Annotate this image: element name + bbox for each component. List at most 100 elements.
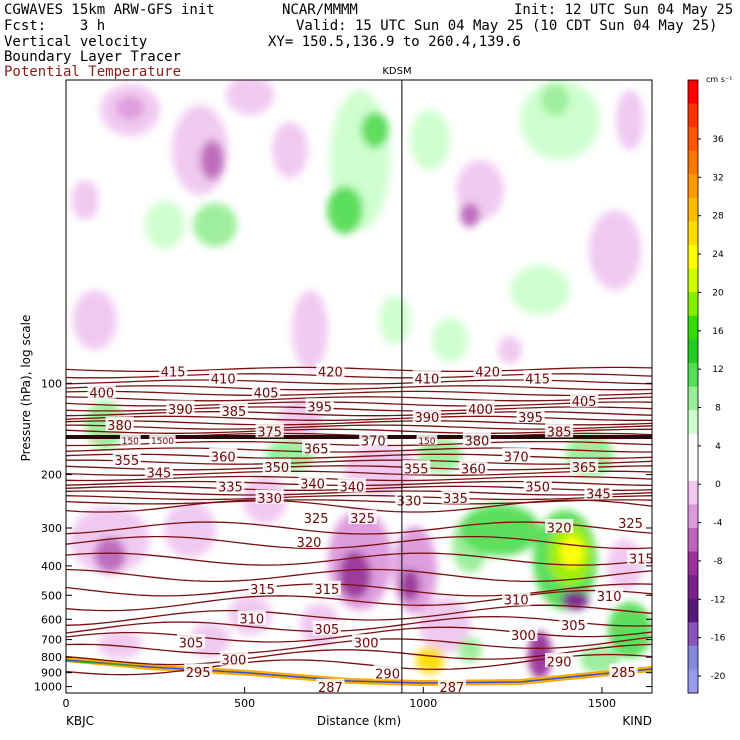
colorbar-tick-label-7: 8 (715, 404, 721, 414)
theta-label-11: 395 (307, 401, 332, 416)
colorbar-tick-label-12: -12 (711, 595, 726, 605)
theta-label-26: 360 (461, 462, 486, 477)
theta-label-bg-49 (559, 616, 588, 631)
variable-boundary-layer-tracer: Boundary Layer Tracer (4, 49, 182, 65)
colorbar-tick-label-3: 24 (712, 250, 724, 260)
theta-label-61: 1500 (151, 437, 174, 447)
theta-label-37: 325 (304, 512, 329, 527)
valid-time: Valid: 15 UTC Sun 04 May 25 (10 CDT Sun … (296, 18, 718, 34)
colorbar-swatch-17 (688, 480, 698, 505)
theta-label-20: 365 (304, 443, 329, 458)
theta-label-17: 385 (547, 426, 572, 441)
theta-label-bg-38 (348, 509, 377, 525)
theta-label-35: 330 (397, 495, 422, 510)
colorbar-tick-label-0: 36 (712, 135, 724, 145)
theta-line-33 (66, 604, 652, 626)
theta-label-bg-18 (462, 431, 492, 447)
colorbar-swatch-16 (688, 457, 698, 482)
theta-line-25 (66, 499, 652, 505)
theta-label-bg-52 (176, 634, 206, 649)
theta-line-34 (66, 615, 652, 634)
theta-line-6 (66, 401, 652, 407)
theta-label-1: 420 (318, 366, 343, 381)
theta-label-bg-61 (149, 434, 176, 445)
theta-label-40: 325 (618, 517, 643, 532)
colorbar-swatch-22 (688, 598, 698, 623)
theta-label-bg-9 (166, 400, 195, 415)
model-title: CGWAVES 15km ARW-GFS init (4, 2, 215, 18)
theta-label-bg-28 (144, 464, 173, 479)
colorbar-tick-label-4: 20 (712, 288, 724, 298)
theta-label-bg-6 (87, 384, 116, 399)
color-bar: 36 32 28 24 20 16 12 8 4 0 -4 -8 -12 -16 -20 (687, 79, 726, 694)
theta-label-33: 345 (586, 487, 611, 502)
y-axis-title: Pressure (hPa), log scale (19, 315, 33, 462)
theta-label-52: 305 (179, 637, 204, 652)
theta-label-2: 420 (475, 366, 500, 381)
theta-line-7 (66, 406, 652, 412)
organization: NCAR/MMMM (282, 2, 358, 18)
theta-line-4 (66, 390, 652, 397)
x-tick-label-0: 0 (63, 697, 70, 710)
theta-label-bg-55 (184, 663, 213, 678)
colorbar-tick-label-8: 4 (715, 442, 721, 452)
colorbar-tick-label-9: 0 (715, 480, 721, 490)
colorbar-swatch-7 (688, 245, 698, 270)
colorbar-tick-label-2: 28 (712, 212, 724, 222)
theta-line-5 (66, 396, 652, 402)
colorbar-swatch-14 (688, 410, 698, 435)
theta-line-0 (66, 366, 652, 373)
theta-label-41: 320 (297, 536, 322, 551)
theta-label-bg-16 (255, 423, 284, 438)
theta-line-17 (66, 459, 652, 465)
variable-vertical-velocity: Vertical velocity (4, 34, 148, 50)
colorbar-tick-label-14: -20 (711, 672, 726, 682)
theta-label-23: 360 (211, 450, 236, 465)
theta-label-bg-22 (112, 451, 141, 466)
init-time: Init: 12 UTC Sun 04 May 25 (514, 2, 734, 18)
plot-frame (65, 79, 653, 694)
theta-label-60: 150 (122, 437, 139, 447)
theta-label-56: 290 (375, 667, 400, 682)
colorbar-tick-label-13: -16 (711, 634, 726, 644)
theta-label-bg-44 (312, 580, 341, 596)
colorbar-swatch-10 (688, 315, 698, 340)
theta-label-bg-58 (316, 678, 345, 694)
y-tick-label-4: 500 (41, 589, 62, 602)
colorbar-tick-label-10: -4 (714, 519, 723, 529)
theta-label-bg-48 (312, 620, 341, 636)
y-tick-label-8: 900 (41, 667, 62, 680)
theta-label-12: 390 (414, 411, 439, 426)
theta-label-7: 405 (254, 387, 279, 402)
colorbar-swatch-4 (688, 174, 698, 199)
colorbar-swatch-9 (688, 292, 698, 317)
theta-label-51: 300 (354, 637, 379, 652)
theta-label-18: 380 (465, 434, 490, 449)
theta-label-24: 350 (264, 461, 289, 476)
colorbar-tick-label-11: -8 (714, 557, 723, 567)
theta-label-bg-60 (119, 434, 141, 445)
theta-label-48: 305 (314, 623, 339, 638)
theta-label-bg-23 (209, 447, 238, 463)
theta-label-bg-53 (219, 651, 249, 666)
theta-label-13: 400 (468, 403, 493, 418)
theta-label-53: 300 (222, 654, 247, 669)
theta-label-54: 290 (547, 655, 572, 670)
right-station-label: KIND (622, 714, 652, 728)
theta-label-bg-20 (302, 440, 331, 455)
x-tick-label-1: 500 (234, 697, 255, 710)
theta-label-50: 300 (511, 629, 536, 644)
theta-label-36: 335 (443, 492, 468, 507)
theta-line-2 (66, 379, 652, 385)
theta-label-bg-40 (616, 514, 645, 529)
cross-section-endpoints: XY= 150.5,136.9 to 260.4,139.6 (268, 34, 521, 50)
colorbar-frame (687, 79, 699, 694)
theta-label-9: 390 (168, 403, 193, 418)
y-tick-label-0: 100 (41, 377, 62, 390)
theta-label-bg-14 (516, 408, 545, 424)
theta-line-9 (66, 415, 652, 421)
theta-label-bg-56 (373, 665, 402, 680)
theta-label-44: 315 (314, 583, 339, 598)
colorbar-swatch-1 (688, 103, 698, 128)
